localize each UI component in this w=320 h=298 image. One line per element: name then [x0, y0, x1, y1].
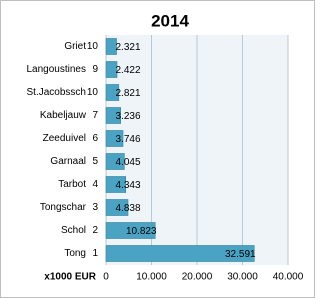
y-tick-label: Tarbot [58, 179, 86, 190]
value-label: 4.838 [115, 203, 140, 214]
x-axis-label: x1000 EUR [44, 272, 96, 283]
x-tick-label: 0 [103, 272, 109, 283]
x-tick-label: 20.000 [182, 272, 213, 283]
rank-label: 9 [92, 64, 98, 75]
x-tick-label: 30.000 [227, 272, 258, 283]
y-tick-label: Zeeduivel [43, 133, 86, 144]
y-tick-label: Garnaal [50, 156, 86, 167]
rank-label: 7 [92, 110, 98, 121]
y-tick-label: Griet [64, 41, 86, 52]
y-tick-label: Kabeljauw [40, 110, 87, 121]
rank-label: 3 [92, 202, 98, 213]
bar [105, 107, 121, 124]
value-label: 4.045 [115, 157, 140, 168]
value-label: 10.823 [126, 226, 157, 237]
y-tick-label: Tong [64, 248, 86, 259]
rank-label: 6 [92, 133, 98, 144]
value-label: 3.746 [115, 134, 140, 145]
bar [105, 245, 255, 262]
y-tick-label: St.Jacobssch [27, 87, 86, 98]
y-tick-label: Tongschar [40, 202, 87, 213]
bar [105, 130, 124, 147]
value-label: 2.422 [115, 65, 140, 76]
value-label: 2.321 [115, 42, 140, 53]
y-tick-label: Langoustines [27, 64, 87, 75]
bar [105, 199, 129, 216]
rank-label: 10 [87, 87, 99, 98]
rank-label: 10 [87, 41, 99, 52]
rank-label: 1 [92, 248, 98, 259]
value-label: 32.591 [225, 249, 256, 260]
value-label: 2.821 [115, 88, 140, 99]
bar [105, 153, 125, 170]
rank-label: 5 [92, 156, 98, 167]
y-tick-label: Schol [61, 225, 86, 236]
rank-label: 4 [92, 179, 98, 190]
bar [105, 222, 156, 239]
bar [105, 61, 118, 78]
bar [105, 38, 117, 55]
value-label: 3.236 [115, 111, 140, 122]
x-tick-label: 40.000 [273, 272, 304, 283]
rank-label: 2 [92, 225, 98, 236]
bar [105, 84, 120, 101]
x-tick-label: 10.000 [136, 272, 167, 283]
bar [105, 176, 127, 193]
value-label: 4.343 [115, 180, 140, 191]
chart-title: 2014 [151, 11, 189, 30]
